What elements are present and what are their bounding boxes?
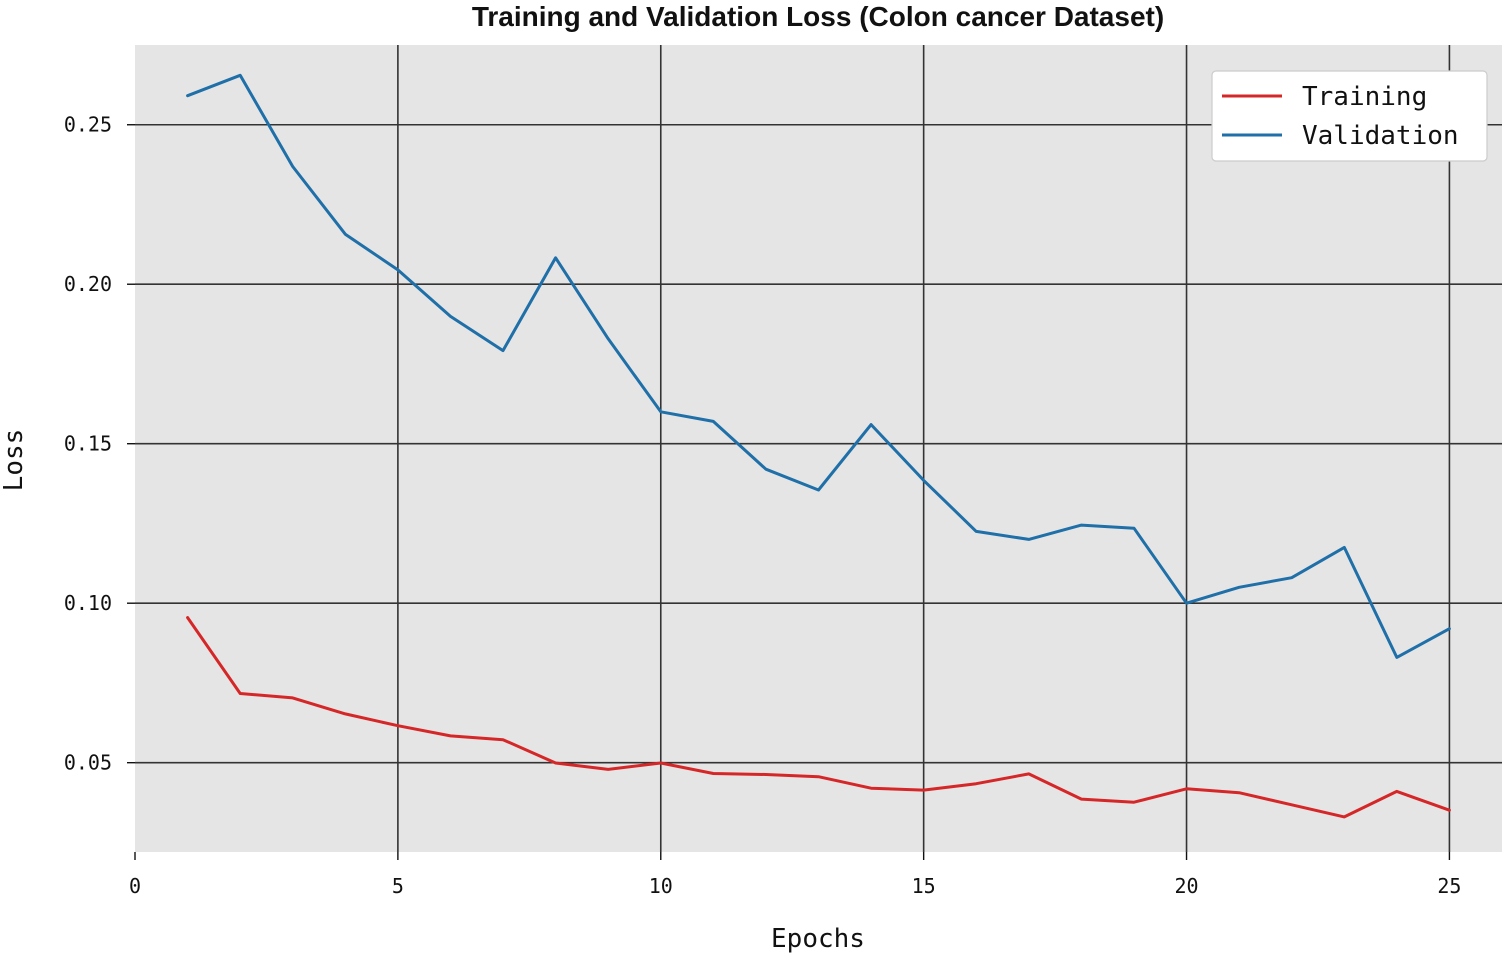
- plot-area: [135, 45, 1502, 852]
- legend: Training Validation: [1211, 70, 1488, 162]
- x-tick-label: 0: [129, 874, 141, 898]
- y-tick-label: 0.05: [64, 751, 112, 775]
- x-tick-label: 25: [1437, 874, 1461, 898]
- y-tick-label: 0.15: [64, 432, 112, 456]
- legend-label-validation: Validation: [1302, 121, 1459, 151]
- y-axis-label: Loss: [0, 429, 29, 492]
- x-tick-label: 15: [912, 874, 936, 898]
- x-axis-ticks: 0 5 10 15 20 25: [129, 852, 1461, 898]
- x-tick-label: 20: [1174, 874, 1198, 898]
- y-tick-label: 0.10: [64, 591, 112, 615]
- x-axis-label: Epochs: [771, 924, 865, 954]
- legend-box: [1211, 70, 1488, 162]
- y-tick-label: 0.20: [64, 272, 112, 296]
- series-line-validation: [186, 73, 1451, 659]
- y-axis-ticks: 0.05 0.10 0.15 0.20 0.25: [64, 113, 135, 775]
- x-tick-label: 10: [649, 874, 673, 898]
- chart-title: Training and Validation Loss (Colon canc…: [472, 1, 1164, 32]
- x-tick-label: 5: [392, 874, 404, 898]
- series-lines: [186, 73, 1451, 819]
- series-line-training: [186, 616, 1451, 819]
- y-tick-label: 0.25: [64, 113, 112, 137]
- legend-label-training: Training: [1302, 82, 1427, 112]
